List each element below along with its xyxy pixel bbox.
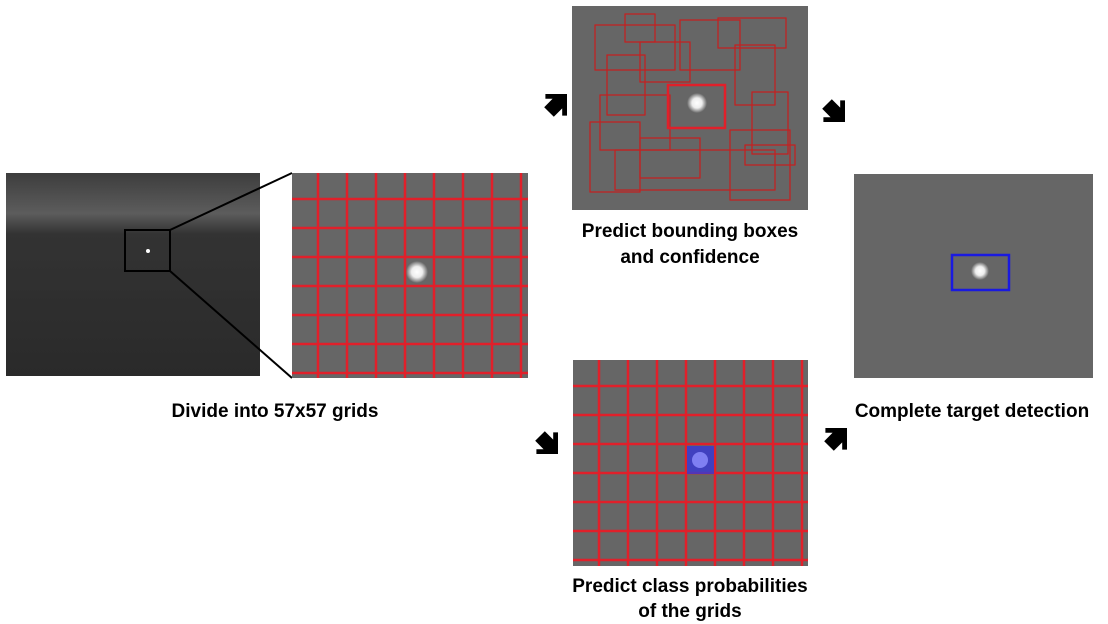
caption: Divide into 57x57 grids: [172, 401, 379, 422]
arrow: [544, 94, 567, 117]
boxes-image: [572, 6, 808, 210]
source-image: [6, 173, 292, 378]
caption: Predict bounding boxes: [582, 221, 798, 242]
grid-image: [292, 173, 528, 378]
arrow: [535, 431, 558, 454]
diagram: Divide into 57x57 grids Predict bounding…: [0, 0, 1108, 624]
caption: of the grids: [638, 601, 741, 622]
caption: Complete target detection: [855, 401, 1089, 422]
probability-image: [573, 360, 808, 566]
detection-image: [854, 174, 1093, 378]
arrow: [824, 428, 847, 451]
caption: and confidence: [620, 247, 759, 268]
arrow: [822, 99, 845, 122]
caption: Predict class probabilities: [572, 576, 807, 597]
